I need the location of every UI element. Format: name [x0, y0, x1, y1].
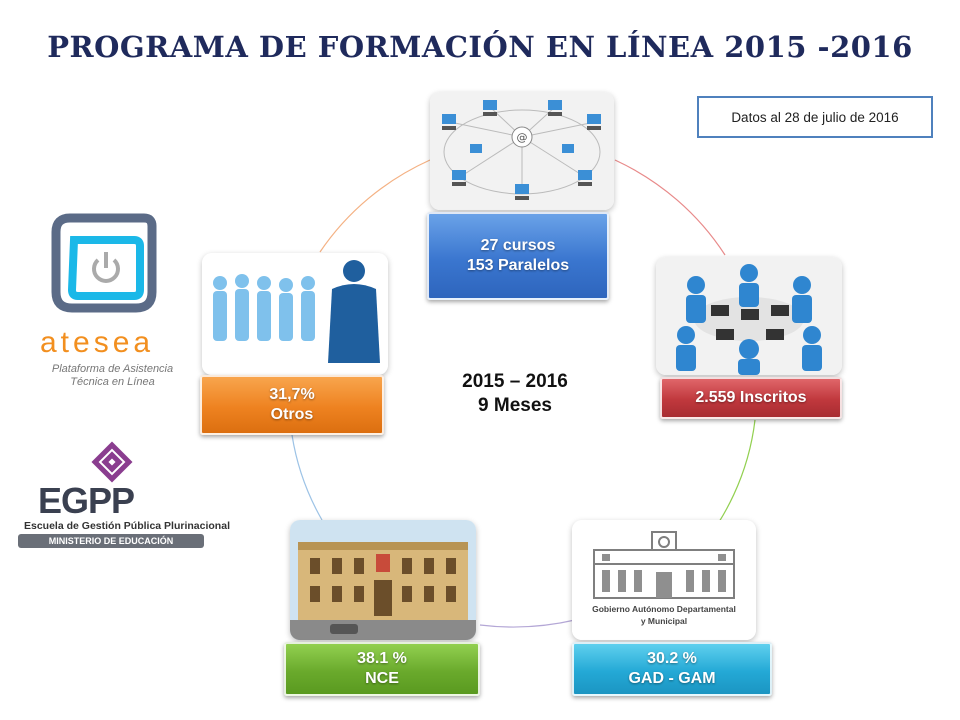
- gad-box: 30.2 % GAD - GAM: [572, 642, 772, 696]
- egpp-wordmark: EGPP: [38, 480, 135, 521]
- ring-arc-top-left: [319, 159, 431, 253]
- nce-label: NCE: [365, 670, 399, 687]
- enrolled-box: 2.559 Inscritos: [660, 377, 842, 419]
- gad-caption-line-1: Gobierno Autónomo Departamental: [592, 604, 736, 614]
- egpp-subtitle: Escuela de Gestión Pública Plurinacional: [24, 520, 230, 532]
- power-icon: [51, 213, 157, 313]
- nce-building-illustration: [290, 520, 476, 640]
- period-duration: 9 Meses: [478, 394, 552, 416]
- egpp-ministry: MINISTERIO DE EDUCACIÓN: [18, 534, 204, 548]
- others-label: Otros: [270, 406, 314, 423]
- network-illustration: @: [430, 92, 614, 210]
- team-illustration: [656, 257, 842, 375]
- nce-box: 38.1 % NCE: [284, 642, 480, 696]
- network-computers-image: @: [430, 92, 614, 210]
- gad-caption-line-2: y Municipal: [641, 616, 687, 626]
- cycle-center-label: 2015 – 2016 9 Meses: [430, 370, 600, 418]
- courses-count: 27 cursos: [480, 237, 556, 254]
- gad-label: GAD - GAM: [628, 670, 716, 687]
- others-box: 31,7% Otros: [200, 375, 384, 435]
- courses-parallels: 153 Paralelos: [466, 257, 570, 274]
- period-years: 2015 – 2016: [462, 371, 568, 392]
- courses-box: 27 cursos 153 Paralelos: [427, 212, 609, 300]
- silhouettes-illustration: [202, 253, 388, 375]
- atesea-tagline: Plataforma de Asistencia Técnica en Líne…: [51, 363, 174, 389]
- nce-percent: 38.1 %: [357, 650, 407, 667]
- ring-arc-top-right: [614, 159, 726, 256]
- atesea-wordmark: atesea: [40, 326, 155, 359]
- page-title: PROGRAMA DE FORMACIÓN EN LÍNEA 2015 -201…: [47, 30, 913, 64]
- enrolled-count: 2.559 Inscritos: [695, 389, 807, 406]
- data-date-note: Datos al 28 de julio de 2016: [697, 96, 933, 138]
- ring-arc-bottom: [479, 619, 576, 628]
- gad-building-illustration: Gobierno Autónomo Departamental y Munici…: [572, 520, 756, 640]
- diamond-knot-icon: [91, 441, 133, 483]
- team-laptops-image: [656, 257, 842, 375]
- gad-building-image: Gobierno Autónomo Departamental y Munici…: [572, 520, 756, 640]
- svg-text:@: @: [517, 131, 528, 144]
- nce-building-image: [290, 520, 476, 640]
- people-silhouettes-image: [202, 253, 388, 375]
- others-percent: 31,7%: [269, 386, 315, 403]
- ring-arc-left: [291, 434, 323, 521]
- gad-percent: 30.2 %: [647, 650, 697, 667]
